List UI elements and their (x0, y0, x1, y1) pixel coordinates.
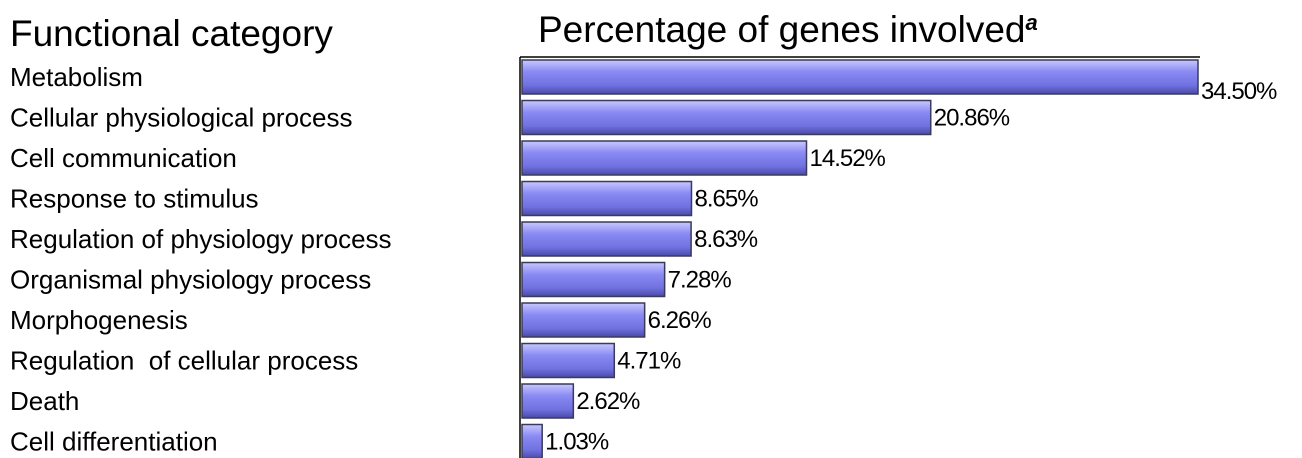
value-header-text: Percentage of genes involved (538, 9, 1026, 50)
bar (521, 180, 693, 217)
bar (521, 342, 616, 379)
value-label: 7.28% (668, 267, 732, 294)
category-label: Death (10, 386, 79, 416)
bar (521, 59, 1199, 95)
category-label: Regulation of cellular process (10, 346, 358, 376)
value-header: Percentage of genes involveda (538, 9, 1038, 50)
category-label: Response to stimulus (10, 184, 259, 214)
value-label: 8.63% (694, 226, 758, 253)
bar (521, 302, 646, 338)
bar (521, 261, 666, 298)
category-label: Cell communication (10, 143, 237, 173)
value-label: 8.65% (694, 186, 758, 213)
bar (521, 383, 575, 419)
category-label: Cell differentiation (10, 427, 218, 457)
category-labels: Metabolism Cellular physiological process… (10, 62, 392, 457)
value-labels: 34.50% 20.86% 14.52% 8.65% 8.63% 7.28% 6.26% 4.… (545, 78, 1278, 456)
category-label: Metabolism (10, 62, 143, 92)
value-label: 20.86% (934, 105, 1010, 132)
category-label: Morphogenesis (10, 305, 188, 335)
value-label: 14.52% (810, 145, 886, 172)
bar (521, 221, 692, 257)
category-label: Cellular physiological process (10, 103, 353, 133)
category-label: Regulation of physiology process (10, 224, 392, 254)
category-header: Functional category (10, 13, 333, 54)
category-label: Organismal physiology process (10, 265, 371, 295)
bar (521, 99, 932, 136)
value-label: 4.71% (617, 348, 681, 375)
value-header-superscript: a (1026, 10, 1038, 35)
value-label: 6.26% (648, 307, 712, 334)
value-label: 1.03% (545, 429, 609, 456)
bars (521, 59, 1199, 458)
value-label: 34.50% (1201, 78, 1277, 105)
value-label: 2.62% (576, 388, 640, 415)
bar (521, 140, 808, 176)
bar (521, 423, 543, 458)
